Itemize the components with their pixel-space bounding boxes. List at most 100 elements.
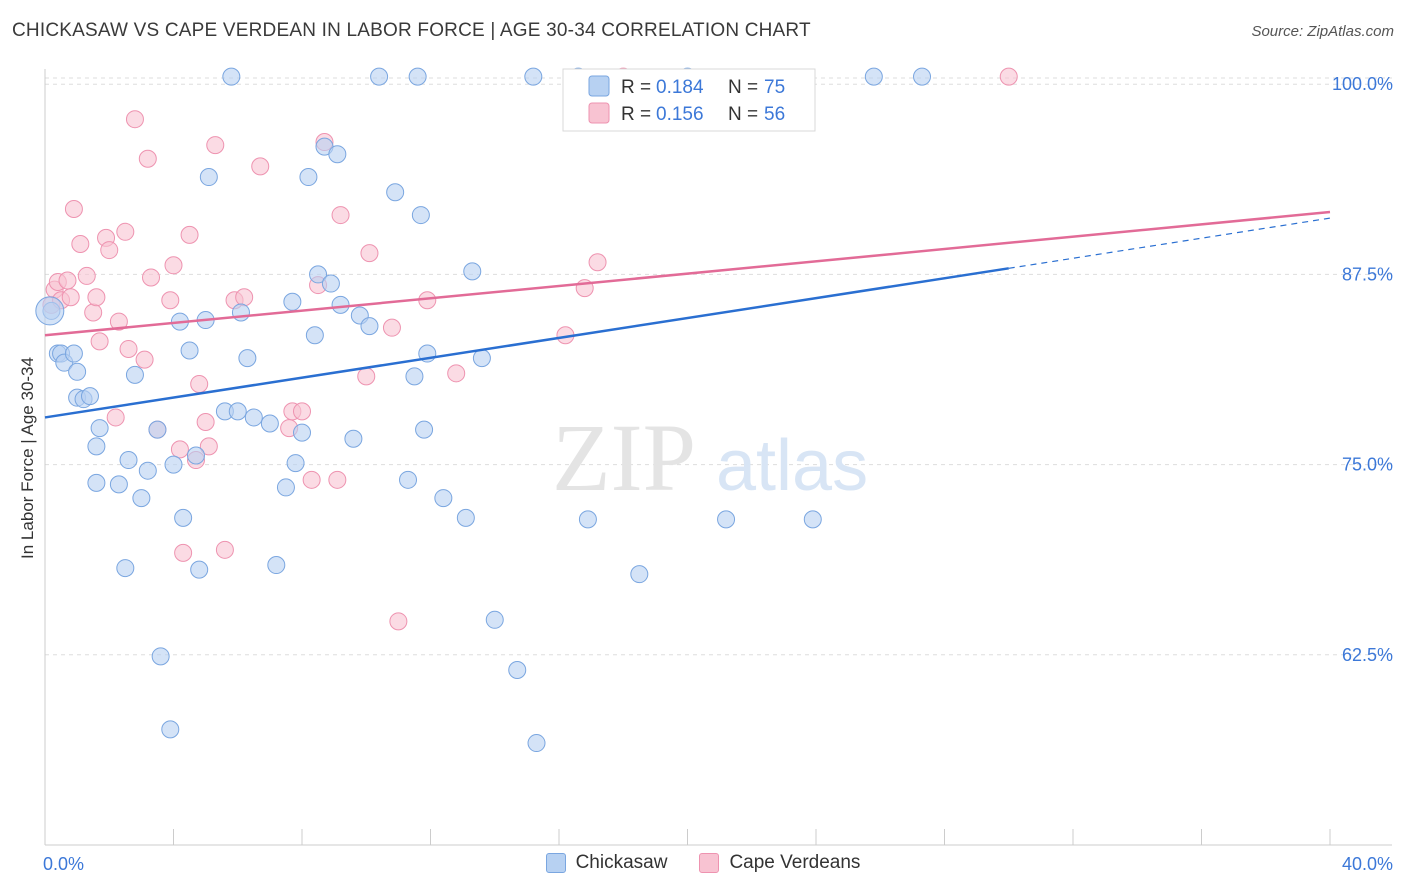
cape-verdeans-point [90,332,109,351]
cape-verdeans-point [135,350,154,369]
y-tick-label: 100.0% [1332,74,1393,94]
x-tick-label-end: 40.0% [1342,854,1393,874]
points-layer [35,67,1018,753]
legend-item-chickasaw: Chickasaw [545,852,668,874]
chickasaw-point [456,508,475,527]
legend-swatch-cape-verdeans-bottom [699,853,720,873]
chickasaw-point [283,292,302,311]
legend-r-label-1: R = [621,77,651,98]
chickasaw-point [64,344,83,363]
cape-verdeans-point [64,199,83,218]
chickasaw-point [276,478,295,497]
chickasaw-point [87,473,106,492]
chickasaw-point [286,454,305,473]
chickasaw-point [524,67,543,86]
chickasaw-point [299,168,318,187]
chickasaw-point [68,362,87,381]
cape-verdeans-point [170,440,189,459]
legend-n-label-2: N = [728,104,758,125]
y-tick-label: 62.5% [1342,645,1393,665]
legend-n-value-1: 75 [764,77,785,98]
y-tick-label: 87.5% [1342,264,1393,284]
cape-verdeans-point [196,413,215,432]
cape-verdeans-point [116,222,135,241]
chickasaw-point [321,274,340,293]
chart-title: CHICKASAW VS CAPE VERDEAN IN LABOR FORCE… [12,20,811,41]
chickasaw-point [125,365,144,384]
cape-verdeans-point [84,303,103,322]
cape-verdeans-point [77,266,96,285]
chickasaw-point [228,402,247,421]
chickasaw-point [328,145,347,164]
chickasaw-point [116,559,135,578]
cape-verdeans-point [190,374,209,393]
chickasaw-point [472,349,491,368]
cape-verdeans-point [360,244,379,263]
chickasaw-point [80,387,99,406]
chickasaw-point [293,423,311,442]
chickasaw-point [90,419,109,438]
legend-label-chickasaw: Chickasaw [575,852,668,873]
cape-verdeans-point [999,67,1018,86]
legend-swatch-chickasaw [588,75,610,97]
chickasaw-point [87,437,106,456]
chickasaw-point [411,206,430,225]
chickasaw-point [305,326,324,345]
cape-verdeans-point [58,271,77,290]
cape-verdeans-point [357,367,376,386]
cape-verdeans-point [138,149,157,168]
chickasaw-point [174,508,193,527]
chickasaw-point [386,183,405,202]
bottom-legend: Chickasaw Cape Verdeans [0,852,1406,874]
chickasaw-point [190,560,209,579]
legend-swatch-chickasaw-bottom [545,853,566,873]
cape-verdeans-point [71,234,90,253]
legend-r-label-2: R = [621,104,651,125]
chickasaw-point [408,67,427,86]
cape-verdeans-point [164,256,183,275]
chickasaw-point [434,489,453,508]
chickasaw-point [360,317,379,336]
x-tick-labels: 0.0% 40.0% [43,854,1393,874]
chickasaw-point [180,341,199,360]
chickasaw-point [132,489,151,508]
source-label: Source: ZipAtlas.com [1251,23,1394,40]
chickasaw-point [231,303,250,322]
x-tick-label-start: 0.0% [43,854,84,874]
cape-verdeans-point [87,288,106,307]
chickasaw-point [717,510,736,529]
legend-n-label-1: N = [728,77,758,98]
cape-verdeans-point [331,206,350,225]
cape-verdeans-point [215,540,234,559]
axes-layer [44,69,1392,846]
chickasaw-point [578,510,597,529]
cape-verdeans-point [61,288,80,307]
cape-verdeans-point [106,408,125,427]
chickasaw-point [463,262,482,281]
chickasaw-point [222,67,241,86]
chickasaw-point [913,67,932,86]
chickasaw-point [309,265,328,284]
chickasaw-point [138,461,157,480]
cape-verdeans-point [302,470,321,489]
cape-verdeans-point [180,225,199,244]
legend-swatch-cape-verdeans [588,102,610,124]
cape-verdeans-point [588,253,607,272]
legend-item-cape-verdeans: Cape Verdeans [699,852,860,874]
chickasaw-point [148,420,167,439]
watermark-atlas: atlas [716,426,868,506]
legend-r-value-2: 0.156 [656,104,704,125]
chickasaw-point [485,610,504,629]
chickasaw-point [331,295,350,314]
trend-layer [44,210,1331,419]
chickasaw-point [199,168,218,187]
cape-verdeans-point [328,470,347,489]
legend-box: R = 0.184 N = 75 R = 0.156 N = 56 [562,68,816,132]
chickasaw-point [344,429,363,448]
chickasaw-point [630,565,649,584]
cape-verdeans-point [447,364,466,383]
chickasaw-point [415,420,434,439]
watermark-zip: ZIP [552,404,696,511]
chickasaw-point [803,510,822,529]
